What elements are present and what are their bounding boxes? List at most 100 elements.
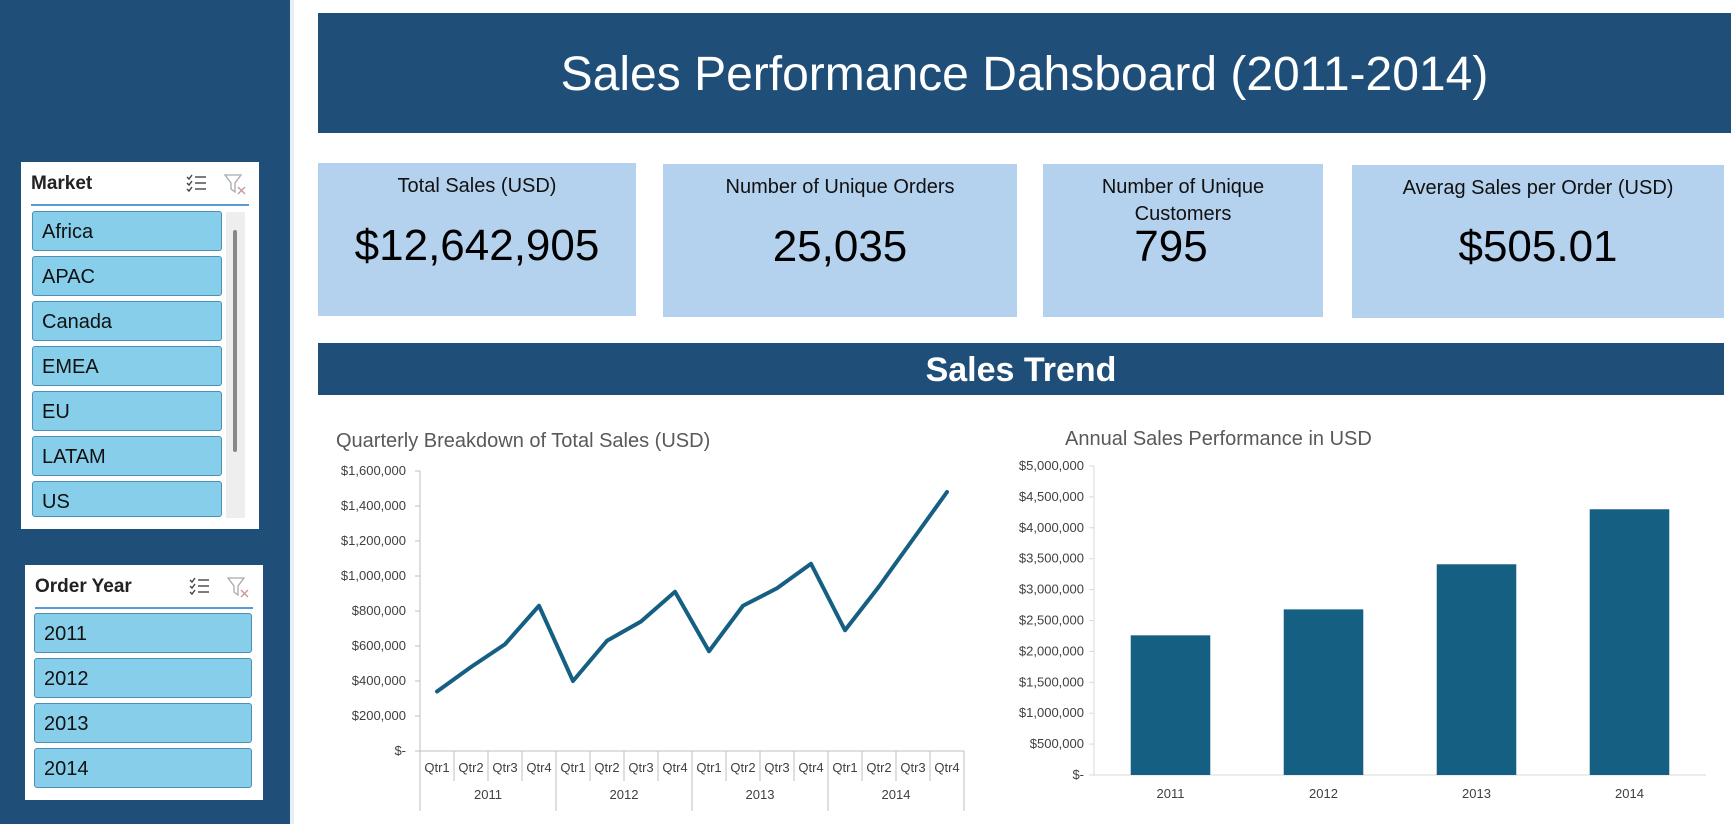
market-scrollbar[interactable] [226,212,245,518]
y-tick-label: $400,000 [352,673,406,688]
y-tick-label: $500,000 [1030,736,1084,751]
x-category-label: Qtr3 [492,760,517,775]
y-tick-label: $3,000,000 [1019,582,1084,597]
year-item-2012[interactable]: 2012 [34,658,252,698]
market-item-latam[interactable]: LATAM [32,436,222,476]
y-tick-label: $- [394,743,406,758]
kpi-label: Averag Sales per Order (USD) [1402,177,1674,199]
market-slicer: Market Africa APAC [21,162,259,529]
kpi-value: $12,642,905 [354,221,600,270]
multi-select-icon[interactable] [188,575,210,597]
y-tick-label: $800,000 [352,603,406,618]
kpi-total-sales: Total Sales (USD) $12,642,905 [318,163,636,316]
x-category-label: Qtr1 [696,760,721,775]
year-item-2013[interactable]: 2013 [34,703,252,743]
y-tick-label: $600,000 [352,638,406,653]
x-category-label: 2013 [1462,786,1491,801]
kpi-value: 25,035 [772,222,908,271]
market-item-apac[interactable]: APAC [32,256,222,296]
clear-filter-icon[interactable] [226,575,250,599]
kpi-label-line1: Number of Unique [1101,176,1265,198]
order-year-slicer-title: Order Year [35,576,132,597]
y-tick-label: $1,200,000 [341,533,406,548]
x-category-label: Qtr3 [764,760,789,775]
kpi-value: 795 [1134,222,1208,271]
year-item-label: 2011 [44,623,88,645]
x-category-label: Qtr2 [730,760,755,775]
market-item-africa[interactable]: Africa [32,211,222,251]
y-tick-label: $1,500,000 [1019,674,1084,689]
market-slicer-header: Market [21,162,259,204]
x-group-label: 2012 [610,787,639,802]
x-category-label: Qtr4 [934,760,959,775]
kpi-label: Total Sales (USD) [397,175,557,197]
x-category-label: Qtr4 [526,760,551,775]
y-tick-label: $4,000,000 [1019,520,1084,535]
section-title: Sales Trend [925,351,1117,389]
kpi-value: $505.01 [1458,222,1618,271]
y-tick-label: $1,000,000 [1019,705,1084,720]
kpi-avg-sales-per-order: Averag Sales per Order (USD) $505.01 [1352,165,1724,318]
year-item-label: 2012 [44,668,89,690]
x-category-label: 2014 [1615,786,1644,801]
y-tick-label: $200,000 [352,708,406,723]
multi-select-icon[interactable] [185,172,207,194]
x-category-label: 2012 [1309,786,1338,801]
quarterly-sales-chart: Quarterly Breakdown of Total Sales (USD)… [318,420,998,820]
market-scrollbar-thumb[interactable] [233,230,237,452]
clear-filter-icon[interactable] [223,172,247,196]
market-item-label: US [42,491,70,513]
year-item-2014[interactable]: 2014 [34,748,252,788]
line-chart-plot: $- $200,000 $400,000 $600,000 $800,000 $1,000… [341,463,965,811]
title-banner: Sales Performance Dahsboard (2011-2014) [318,13,1731,133]
bar-chart-plot: $- $500,000 $1,000,000 $1,500,000 $2,000,000… [1019,458,1706,801]
kpi-label-line2: Customers [1134,203,1232,225]
market-item-label: Africa [42,221,94,243]
x-group-label: 2014 [882,787,911,802]
market-item-label: APAC [42,266,95,288]
x-category-label: Qtr1 [832,760,857,775]
bar-2014 [1589,509,1670,775]
y-tick-label: $1,600,000 [341,463,406,478]
y-tick-label: $5,000,000 [1019,458,1084,473]
y-tick-label: $2,000,000 [1019,643,1084,658]
x-category-label: 2011 [1157,786,1185,801]
x-group-label: 2013 [746,787,775,802]
bar-2012 [1283,609,1364,775]
x-category-label: Qtr2 [866,760,891,775]
year-item-2011[interactable]: 2011 [34,613,252,653]
market-item-label: LATAM [42,446,106,468]
x-group-label: 2011 [474,787,502,802]
market-item-label: Canada [42,311,113,333]
year-item-label: 2013 [44,713,89,735]
x-category-label: Qtr3 [900,760,925,775]
market-item-us[interactable]: US [32,481,222,517]
kpi-unique-orders: Number of Unique Orders 25,035 [663,164,1017,317]
y-tick-label: $1,000,000 [341,568,406,583]
year-item-label: 2014 [44,758,89,780]
quarterly-sales-line [435,490,949,694]
bar-2013 [1436,564,1517,775]
order-year-slicer: Order Year 2011 201 [25,565,263,800]
x-category-label: Qtr4 [798,760,823,775]
kpi-unique-customers: Number of Unique Customers 795 [1043,164,1323,317]
bar-2011 [1130,635,1211,775]
section-banner: Sales Trend [318,343,1724,395]
chart-title: Annual Sales Performance in USD [1065,428,1372,450]
market-slicer-divider [31,204,249,206]
y-tick-label: $3,500,000 [1019,551,1084,566]
x-category-label: Qtr2 [458,760,483,775]
y-tick-label: $4,500,000 [1019,489,1084,504]
annual-sales-chart: Annual Sales Performance in USD $- $500,0… [1019,420,1730,820]
x-category-label: Qtr1 [560,760,585,775]
market-item-emea[interactable]: EMEA [32,346,222,386]
market-item-label: EU [42,401,70,423]
market-item-eu[interactable]: EU [32,391,222,431]
x-category-label: Qtr4 [662,760,687,775]
market-item-canada[interactable]: Canada [32,301,222,341]
panel-divider [290,0,294,824]
kpi-label: Number of Unique Orders [725,176,955,198]
x-category-label: Qtr3 [628,760,653,775]
order-year-slicer-divider [35,607,253,609]
